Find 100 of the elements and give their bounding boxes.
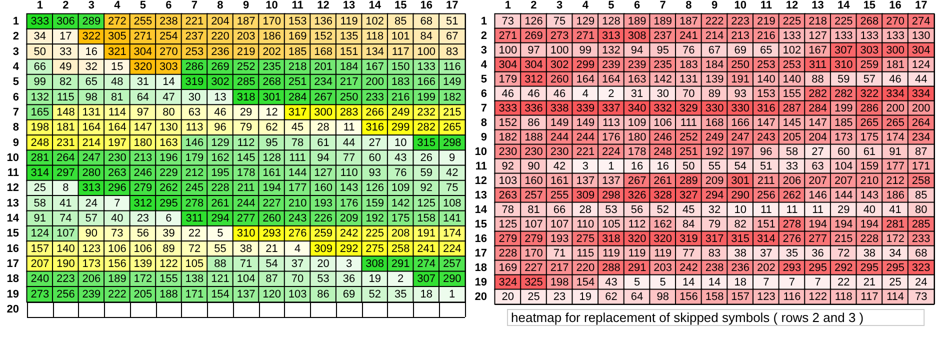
x-tick-label: 4 (114, 0, 122, 12)
data-label: 133 (782, 30, 802, 42)
data-label: 26 (420, 152, 432, 164)
data-label: 128 (602, 15, 620, 28)
data-label: 293 (782, 262, 802, 274)
data-label: 17 (60, 30, 72, 43)
data-label: 143 (860, 189, 879, 202)
data-label: 29 (240, 106, 252, 118)
data-label: 230 (524, 146, 543, 158)
data-label: 73 (914, 290, 928, 303)
data-label: 282 (417, 122, 436, 134)
data-label: 12 (266, 106, 278, 118)
data-label: 270 (160, 46, 178, 58)
x-tick-label: 15 (863, 0, 876, 12)
data-label: 146 (808, 189, 827, 202)
data-label: 113 (186, 122, 204, 134)
data-label: 226 (314, 212, 332, 225)
data-label: 31 (630, 88, 644, 100)
data-label: 327 (679, 189, 698, 202)
data-label: 62 (605, 290, 618, 303)
data-label: 14 (162, 76, 175, 88)
data-label: 174 (886, 131, 904, 144)
data-label: 93 (368, 167, 381, 180)
data-label: 225 (366, 228, 384, 240)
data-label: 294 (211, 212, 230, 225)
data-label: 228 (211, 182, 230, 194)
data-label: 137 (236, 288, 256, 300)
data-label: 192 (705, 146, 724, 158)
data-label: 303 (160, 61, 178, 74)
y-tick-label: 17 (474, 247, 487, 260)
data-label: 111 (680, 116, 698, 129)
data-label: 87 (914, 146, 928, 158)
data-label: 187 (236, 16, 256, 28)
data-label: 281 (30, 152, 50, 164)
data-label: 11 (760, 204, 772, 216)
data-label: 232 (417, 106, 436, 118)
data-label: 116 (443, 61, 461, 74)
data-label: 201 (314, 61, 332, 74)
data-label: 181 (56, 122, 75, 134)
data-label: 149 (576, 116, 595, 129)
data-label: 1 (608, 160, 614, 172)
data-label: 299 (576, 58, 595, 71)
data-label: 273 (550, 30, 569, 42)
y-tick-label: 15 (474, 218, 487, 230)
data-label: 101 (391, 30, 410, 43)
data-label: 111 (289, 152, 306, 164)
data-label: 175 (860, 131, 879, 144)
data-label: 177 (288, 182, 307, 194)
data-label: 71 (553, 247, 566, 260)
data-label: 301 (262, 91, 281, 104)
data-label: 140 (756, 73, 776, 86)
data-label: 249 (705, 131, 724, 144)
data-label: 307 (834, 44, 853, 56)
data-label: 182 (498, 131, 518, 144)
data-label: 119 (340, 16, 358, 28)
data-label: 73 (502, 15, 514, 28)
data-label: 2 (398, 273, 404, 286)
data-label: 172 (134, 273, 152, 286)
data-label: 41 (60, 197, 72, 210)
data-label: 120 (262, 288, 281, 300)
data-label: 121 (211, 273, 230, 286)
data-label: 214 (82, 136, 101, 149)
data-label: 55 (708, 160, 721, 172)
x-tick-label: 5 (140, 0, 146, 12)
data-label: 27 (812, 146, 824, 158)
data-label: 262 (782, 189, 802, 202)
data-label: 168 (705, 116, 724, 129)
data-label: 36 (812, 247, 824, 260)
data-label: 187 (679, 15, 698, 28)
data-label: 163 (628, 73, 646, 86)
data-label: 304 (912, 44, 930, 56)
data-label: 164 (108, 122, 126, 134)
data-label: 292 (340, 242, 358, 255)
data-label: 256 (756, 189, 776, 202)
data-label: 200 (366, 76, 384, 88)
data-label: 46 (553, 88, 566, 100)
y-tick-label: 11 (7, 167, 19, 180)
data-label: 214 (705, 30, 724, 42)
data-label: 193 (550, 232, 569, 245)
data-label: 304 (498, 58, 518, 71)
data-label: 84 (682, 218, 695, 230)
data-label: 164 (82, 122, 101, 134)
data-label: 52 (368, 288, 381, 300)
data-label: 34 (34, 30, 46, 43)
data-label: 98 (85, 91, 98, 104)
data-label: 84 (420, 30, 432, 43)
data-label: 197 (108, 136, 126, 149)
data-label: 326 (628, 189, 646, 202)
data-label: 52 (656, 204, 669, 216)
data-label: 126 (524, 15, 543, 28)
data-label: 208 (391, 228, 410, 240)
data-label: 205 (782, 131, 802, 144)
data-label: 6 (166, 212, 172, 225)
data-label: 263 (498, 189, 518, 202)
data-label: 102 (782, 44, 802, 56)
data-label: 170 (262, 16, 281, 28)
x-tick-label: 14 (368, 0, 382, 12)
y-tick-label: 14 (474, 204, 488, 216)
data-label: 157 (30, 242, 50, 255)
x-tick-label: 7 (660, 0, 666, 12)
